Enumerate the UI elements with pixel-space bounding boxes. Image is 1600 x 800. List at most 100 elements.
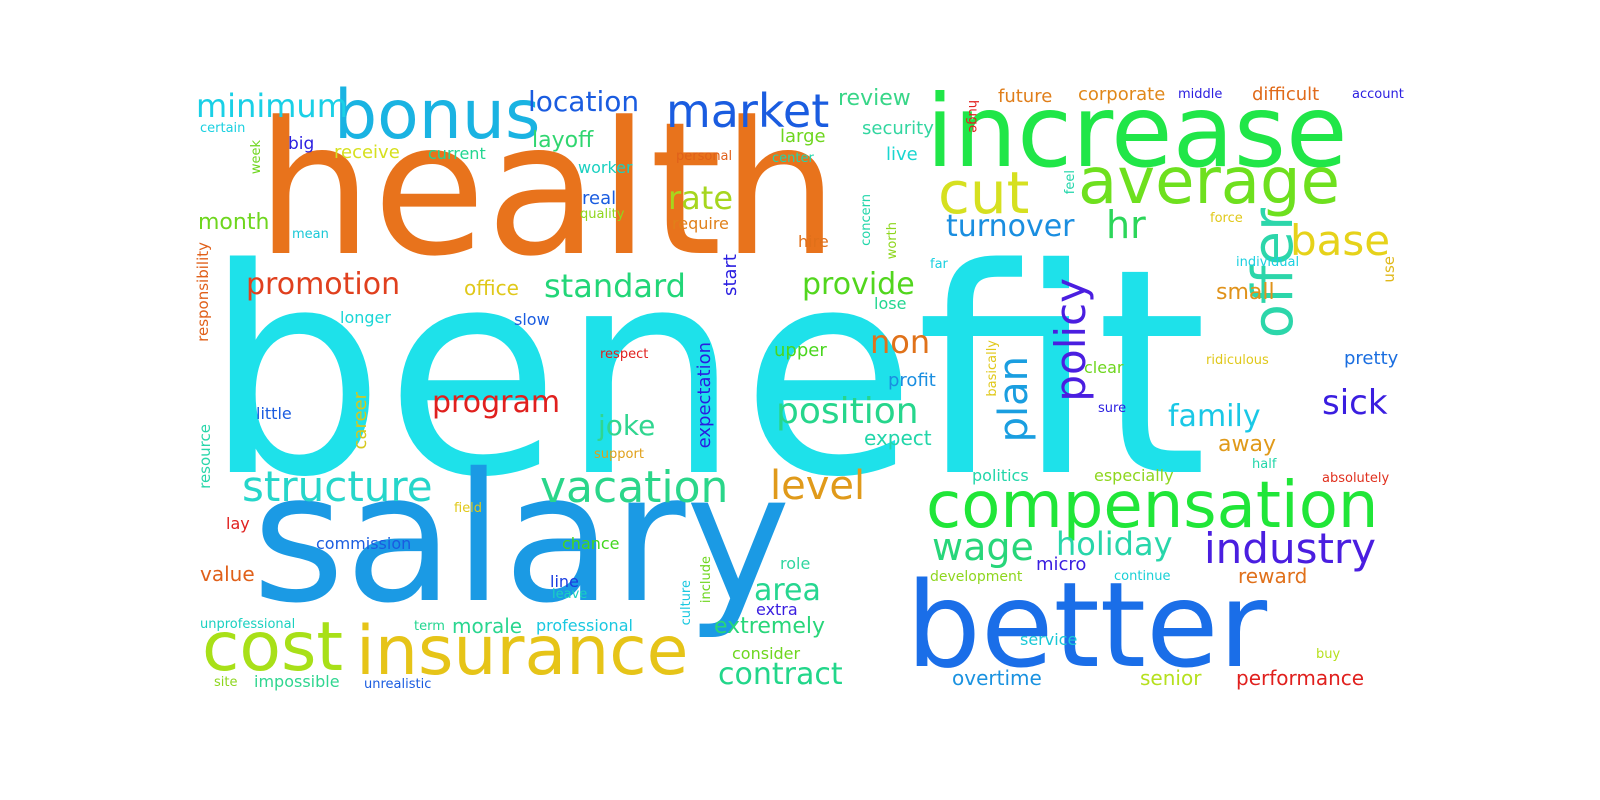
word-layoff: layoff <box>532 128 594 153</box>
word-sure: sure <box>1098 401 1127 416</box>
word-salary: salary <box>252 435 791 642</box>
word-role: role <box>780 554 811 573</box>
word-worth: worth <box>885 222 900 260</box>
word-rate: rate <box>668 179 733 217</box>
word-mean: mean <box>292 227 329 242</box>
word-family: family <box>1168 399 1261 434</box>
word-holiday: holiday <box>1056 525 1173 563</box>
word-line: line <box>550 572 579 591</box>
word-development: development <box>930 569 1023 585</box>
word-area: area <box>754 573 821 608</box>
word-huge: huge <box>965 100 980 133</box>
word-term: term <box>414 619 445 634</box>
word-compensation: compensation <box>926 469 1379 543</box>
word-career: career <box>350 392 371 450</box>
word-certain: certain <box>200 121 246 136</box>
word-unprofessional: unprofessional <box>200 617 296 632</box>
word-cost: cost <box>202 608 344 687</box>
word-wage: wage <box>932 525 1034 569</box>
word-insurance: insurance <box>356 612 689 691</box>
word-half: half <box>1252 457 1277 472</box>
word-standard: standard <box>544 267 686 305</box>
word-expect: expect <box>864 426 932 450</box>
word-minimum: minimum <box>196 87 348 125</box>
word-away: away <box>1218 432 1276 457</box>
word-security: security <box>862 118 934 139</box>
word-individual: individual <box>1236 255 1300 270</box>
word-review: review <box>838 86 911 111</box>
word-force: force <box>1210 211 1243 226</box>
word-chance: chance <box>562 534 620 553</box>
word-location: location <box>528 85 640 118</box>
word-increase: increase <box>926 73 1348 190</box>
word-support: support <box>594 447 644 462</box>
word-turnover: turnover <box>946 209 1075 244</box>
word-quality: quality <box>580 207 625 222</box>
word-current: current <box>428 144 486 163</box>
word-far: far <box>930 257 948 272</box>
word-vacation: vacation <box>540 462 729 513</box>
word-concern: concern <box>859 194 874 246</box>
word-absolutely: absolutely <box>1322 471 1390 486</box>
word-structure: structure <box>242 462 433 511</box>
word-site: site <box>214 675 238 690</box>
word-policy: policy <box>1046 278 1095 402</box>
word-politics: politics <box>972 466 1029 485</box>
word-middle: middle <box>1178 87 1223 102</box>
word-little: little <box>256 404 292 423</box>
word-basically: basically <box>985 340 1000 397</box>
word-level: level <box>770 463 866 509</box>
word-professional: professional <box>536 616 633 635</box>
word-pretty: pretty <box>1344 348 1399 369</box>
word-responsibility: responsibility <box>194 242 212 342</box>
word-center: center <box>772 151 814 166</box>
word-longer: longer <box>340 308 391 327</box>
word-extremely: extremely <box>714 614 825 639</box>
word-extra: extra <box>756 600 798 619</box>
word-month: month <box>198 210 270 235</box>
word-continue: continue <box>1114 569 1171 584</box>
word-contract: contract <box>718 657 843 692</box>
word-include: include <box>699 556 714 604</box>
word-especially: especially <box>1094 466 1174 485</box>
word-corporate: corporate <box>1078 84 1166 105</box>
word-lay: lay <box>226 514 250 533</box>
word-office: office <box>464 276 519 300</box>
word-field: field <box>454 501 483 516</box>
word-require: require <box>672 214 729 233</box>
word-position: position <box>776 391 919 432</box>
word-future: future <box>998 86 1053 107</box>
word-reward: reward <box>1238 564 1308 588</box>
word-start: start <box>720 254 741 296</box>
word-non: non <box>870 323 931 361</box>
word-sick: sick <box>1322 383 1388 423</box>
word-hire: hire <box>798 232 829 251</box>
word-morale: morale <box>452 614 523 638</box>
word-bonus: bonus <box>334 76 541 155</box>
word-clear: clear <box>1084 358 1124 377</box>
word-worker: worker <box>578 158 633 177</box>
word-difficult: difficult <box>1252 84 1320 105</box>
word-market: market <box>666 84 830 138</box>
word-cut: cut <box>938 159 1030 227</box>
word-week: week <box>249 140 264 175</box>
word-industry: industry <box>1204 524 1377 573</box>
word-lose: lose <box>874 294 907 313</box>
word-performance: performance <box>1236 666 1365 690</box>
word-large: large <box>780 126 826 147</box>
word-program: program <box>432 385 561 420</box>
word-account: account <box>1352 87 1404 102</box>
word-plan: plan <box>991 356 1037 443</box>
word-ridiculous: ridiculous <box>1206 353 1269 368</box>
word-consider: consider <box>732 644 801 663</box>
word-benefit: benefit <box>204 208 1208 540</box>
word-buy: buy <box>1316 647 1341 662</box>
word-unrealistic: unrealistic <box>364 677 432 692</box>
word-overtime: overtime <box>952 666 1042 690</box>
word-senior: senior <box>1140 666 1202 690</box>
word-personal: personal <box>676 149 733 164</box>
word-promotion: promotion <box>246 267 401 302</box>
word-culture: culture <box>679 580 694 626</box>
word-average: average <box>1078 145 1340 219</box>
